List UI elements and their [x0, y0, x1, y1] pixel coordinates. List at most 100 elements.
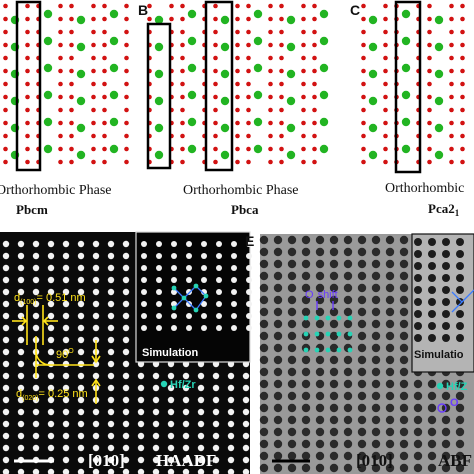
abf-overlay-atom — [303, 347, 309, 353]
haadf-sim-column — [216, 265, 222, 271]
haadf-sim-column — [141, 253, 147, 259]
abf-atom-column — [329, 367, 339, 377]
haadf-atom-column — [107, 360, 115, 368]
haadf-atom-column — [2, 372, 10, 380]
abf-atom-column — [287, 319, 297, 329]
panel-c-oxygen-atom — [449, 68, 454, 74]
abf-atom-column — [455, 451, 465, 461]
abf-atom-column — [385, 355, 395, 365]
panel-b-oxygen-atom — [301, 29, 306, 35]
haadf-atom-column — [17, 432, 25, 440]
panel-b-oxygen-atom — [301, 94, 306, 100]
abf-atom-column — [343, 427, 353, 437]
abf-atom-column — [399, 343, 409, 353]
haadf-atom-column — [122, 276, 130, 284]
panel-a-oxygen-atom — [25, 29, 30, 35]
haadf-atom-column — [2, 396, 10, 404]
haadf-sim-column — [186, 289, 192, 295]
panel-b-right-box — [204, 0, 234, 172]
haadf-atom-column — [47, 432, 55, 440]
panel-c-metal-atom — [401, 144, 411, 154]
haadf-sim-column — [156, 253, 162, 259]
panel-a-oxygen-atom — [3, 107, 8, 113]
abf-atom-column — [357, 451, 367, 461]
abf-sim-column — [414, 310, 422, 318]
abf-atom-column — [287, 235, 297, 245]
abf-atom-column — [287, 331, 297, 341]
haadf-atom-column — [92, 252, 100, 260]
abf-atom-column — [259, 379, 269, 389]
haadf-sim-column — [156, 301, 162, 307]
haadf-atom-column — [47, 468, 55, 474]
abf-sim-column — [442, 310, 450, 318]
panel-c-oxygen-atom — [449, 3, 454, 9]
panel-a-oxygen-atom — [3, 68, 8, 74]
haadf-atom-column — [122, 384, 130, 392]
haadf-atom-column — [242, 408, 250, 416]
panel-a-oxygen-atom — [3, 3, 8, 9]
panel-c-oxygen-atom — [449, 55, 454, 61]
panel-b-oxygen-atom — [301, 159, 306, 165]
panel-b-oxygen-atom — [180, 146, 185, 152]
panel-b-oxygen-atom — [246, 159, 251, 165]
abf-sim-column — [442, 298, 450, 306]
panel-a-oxygen-atom — [102, 107, 107, 113]
haadf-atom-column — [47, 300, 55, 308]
panel-b-oxygen-atom — [246, 29, 251, 35]
panel-b-oxygen-atom — [246, 55, 251, 61]
haadf-atom-column — [77, 324, 85, 332]
abf-atom-column — [357, 247, 367, 257]
panel-a-oxygen-atom — [124, 3, 129, 9]
panel-a-oxygen-atom — [25, 68, 30, 74]
abf-atom-column — [385, 295, 395, 305]
panel-b-metal-atom — [319, 36, 329, 46]
panel-b-metal-atom — [286, 123, 296, 133]
abf-sim-column — [456, 334, 464, 342]
panel-b-oxygen-atom — [235, 120, 240, 126]
panel-a-oxygen-atom — [91, 120, 96, 126]
abf-atom-column — [357, 367, 367, 377]
haadf-sim-column — [231, 313, 237, 319]
panel-c-oxygen-atom — [383, 94, 388, 100]
panel-b-oxygen-atom — [235, 55, 240, 61]
panel-b-oxygen-atom — [312, 55, 317, 61]
abf-atom-column — [343, 259, 353, 269]
panel-a-oxygen-atom — [69, 16, 74, 22]
haadf-sim-column — [156, 241, 162, 247]
abf-sim-column — [456, 310, 464, 318]
panel-a-oxygen-atom — [69, 159, 74, 165]
haadf-atom-column — [242, 384, 250, 392]
haadf-atom-column — [62, 276, 70, 284]
panel-c-oxygen-atom — [361, 55, 366, 61]
abf-atom-column — [259, 295, 269, 305]
panel-b-metal-atom — [187, 36, 197, 46]
panel-c-oxygen-atom — [383, 107, 388, 113]
panel-b-metal-atom — [319, 117, 329, 127]
panel-b-metal-atom — [286, 42, 296, 52]
abf-overlay-atom — [336, 347, 342, 353]
abf-sim-column — [428, 274, 436, 282]
panel-b-metal-atom — [253, 9, 263, 19]
haadf-atom-column — [227, 420, 235, 428]
abf-atom-column — [385, 403, 395, 413]
haadf-atom-column — [197, 384, 205, 392]
panel-b-oxygen-atom — [268, 55, 273, 61]
panel-d-legend: Hf/Zr — [160, 379, 196, 391]
haadf-atom-column — [167, 384, 175, 392]
haadf-atom-column — [17, 396, 25, 404]
abf-atom-column — [399, 307, 409, 317]
abf-atom-column — [385, 427, 395, 437]
abf-atom-column — [301, 427, 311, 437]
panel-d-mode-label: HAADF — [156, 451, 216, 470]
panel-c-oxygen-atom — [460, 133, 465, 139]
panel-b-oxygen-atom — [246, 81, 251, 87]
abf-atom-column — [413, 463, 423, 473]
abf-atom-column — [301, 271, 311, 281]
abf-atom-column — [399, 259, 409, 269]
haadf-atom-column — [77, 456, 85, 464]
panel-b-oxygen-atom — [213, 159, 218, 165]
panel-a-oxygen-atom — [3, 81, 8, 87]
haadf-atom-column — [62, 300, 70, 308]
abf-atom-column — [399, 331, 409, 341]
panel-a-oxygen-atom — [91, 81, 96, 87]
